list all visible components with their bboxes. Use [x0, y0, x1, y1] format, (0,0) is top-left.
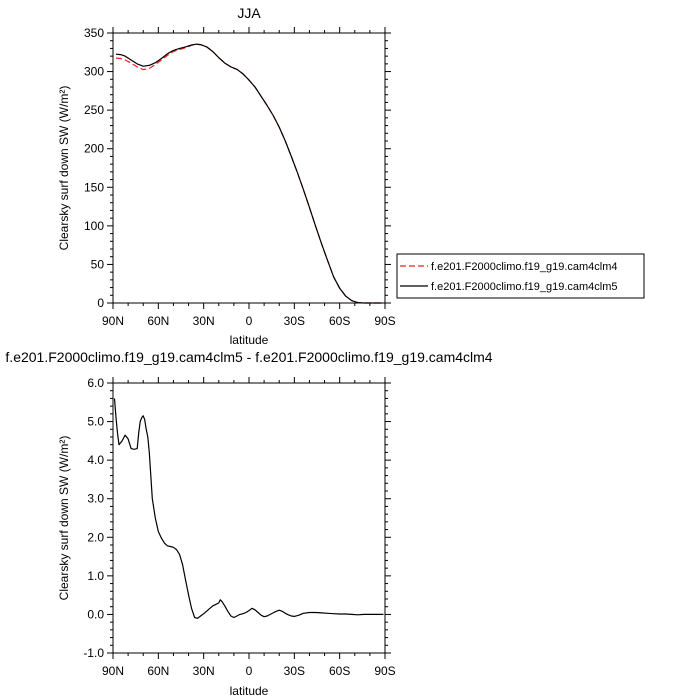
y-tick-label: 1.0: [87, 569, 104, 583]
x-tick-label: 60N: [147, 314, 169, 328]
plot-frame: [112, 32, 386, 304]
bottom-chart: f.e201.F2000climo.f19_g19.cam4clm5 - f.e…: [5, 349, 492, 698]
series-line-0: [115, 43, 382, 304]
x-tick-label: 30N: [193, 664, 215, 678]
y-tick-label: 200: [84, 142, 104, 156]
y-tick-label: -1.0: [83, 646, 104, 660]
y-tick-label: 50: [91, 257, 105, 271]
chart-title: f.e201.F2000climo.f19_g19.cam4clm5 - f.e…: [5, 349, 492, 365]
y-tick-label: 100: [84, 219, 104, 233]
y-tick-label: 300: [84, 65, 104, 79]
y-tick-label: 6.0: [87, 376, 104, 390]
top-chart: JJA 90N 60N 30N 0 30S 60S 90S 0 50 100 150 200 250 30…: [57, 5, 396, 347]
legend-box: [396, 253, 645, 299]
legend-label-clm5: f.e201.F2000climo.f19_g19.cam4clm5: [431, 281, 618, 293]
y-axis-label: Clearsky surf down SW (W/m²): [57, 436, 71, 601]
x-tick-label: 90N: [102, 664, 124, 678]
series-line-1: [115, 43, 382, 304]
x-axis-label: latitude: [230, 333, 269, 347]
legend: f.e201.F2000climo.f19_g19.cam4clm4 f.e20…: [396, 253, 645, 299]
x-tick-label: 30S: [284, 664, 305, 678]
x-tick-label: 60S: [329, 314, 350, 328]
y-tick-label: 0.0: [87, 607, 104, 621]
chart-title: JJA: [237, 5, 261, 21]
y-tick-label: 150: [84, 180, 104, 194]
x-tick-label: 60N: [147, 664, 169, 678]
x-tick-label: 0: [246, 314, 253, 328]
y-tick-label: 5.0: [87, 415, 104, 429]
x-tick-label: 90S: [374, 664, 395, 678]
plot-frame: [112, 382, 386, 654]
x-tick-label: 60S: [329, 664, 350, 678]
x-tick-label: 30N: [193, 314, 215, 328]
x-tick-label: 30S: [284, 314, 305, 328]
y-axis-label: Clearsky surf down SW (W/m²): [57, 86, 71, 251]
y-tick-label: 2.0: [87, 530, 104, 544]
y-tick-label: 350: [84, 26, 104, 40]
series-line-0: [113, 398, 384, 619]
x-tick-label: 90S: [374, 314, 395, 328]
y-tick-label: 0: [97, 296, 104, 310]
legend-label-clm4: f.e201.F2000climo.f19_g19.cam4clm4: [431, 261, 618, 273]
y-tick-label: 250: [84, 103, 104, 117]
x-axis-label: latitude: [230, 684, 269, 698]
x-tick-label: 90N: [102, 314, 124, 328]
y-tick-label: 4.0: [87, 453, 104, 467]
y-tick-label: 3.0: [87, 492, 104, 506]
x-tick-label: 0: [246, 664, 253, 678]
